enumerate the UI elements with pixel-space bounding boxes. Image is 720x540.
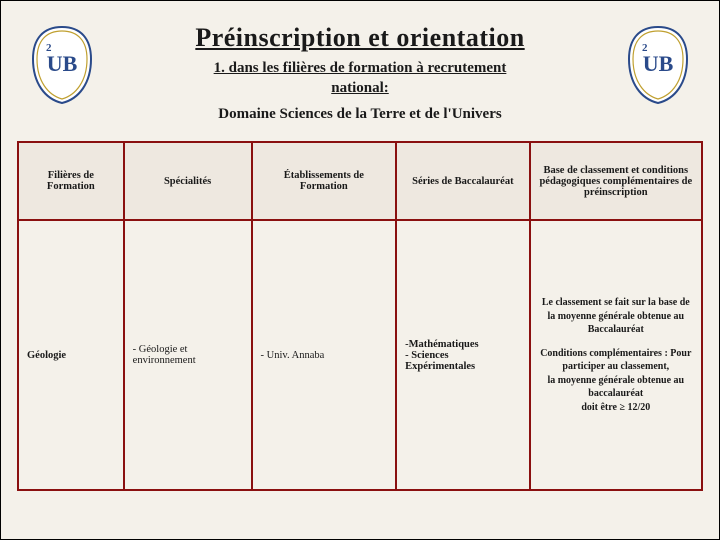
cell-specialites: - Géologie et environnement: [124, 220, 252, 490]
svg-text:2: 2: [642, 42, 648, 54]
col-specialites: Spécialités: [124, 142, 252, 220]
col-filieres: Filières de Formation: [18, 142, 124, 220]
cell-etablissements: - Univ. Annaba: [252, 220, 397, 490]
col-series: Séries de Baccalauréat: [396, 142, 529, 220]
domain-heading: Domaine Sciences de la Terre et de l'Uni…: [1, 106, 719, 123]
table-header-row: Filières de Formation Spécialités Établi…: [18, 142, 702, 220]
university-logo-right: UB 2: [627, 25, 689, 105]
cell-base-classement: Le classement se fait sur la base de la …: [530, 220, 702, 490]
university-logo-left: UB 2: [31, 25, 93, 105]
cell-series: -Mathématiques - Sciences Expérimentales: [396, 220, 529, 490]
col-etablissements: Établissements de Formation: [252, 142, 397, 220]
svg-text:UB: UB: [643, 51, 674, 76]
cell-filiere: Géologie: [18, 220, 124, 490]
table-row: Géologie - Géologie et environnement - U…: [18, 220, 702, 490]
page-subtitle: 1. dans les filières de formation à recr…: [1, 59, 719, 98]
svg-text:UB: UB: [47, 51, 78, 76]
col-base-classement: Base de classement et conditions pédagog…: [530, 142, 702, 220]
header: Préinscription et orientation 1. dans le…: [1, 1, 719, 123]
svg-text:2: 2: [46, 42, 52, 54]
formations-table: Filières de Formation Spécialités Établi…: [17, 141, 703, 491]
page-title: Préinscription et orientation: [1, 23, 719, 53]
